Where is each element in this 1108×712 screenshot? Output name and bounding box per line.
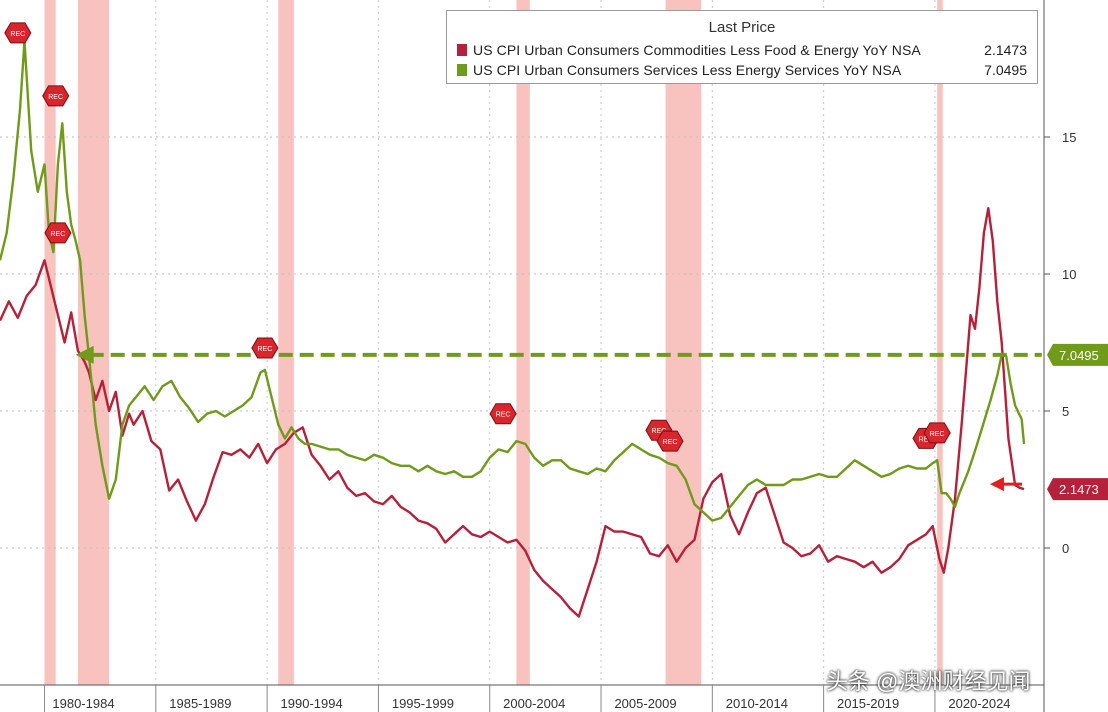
- rec-marker-label: REC: [48, 94, 63, 101]
- series-line-services: [0, 39, 1026, 522]
- rec-marker: [656, 430, 684, 452]
- x-period-label: 2015-2019: [837, 696, 899, 711]
- series-line-commodities: [0, 207, 1025, 618]
- rec-marker: [4, 22, 32, 44]
- x-period-label: 2005-2009: [614, 696, 676, 711]
- x-period-label: 2010-2014: [726, 696, 788, 711]
- y-tick-label: 15: [1062, 130, 1076, 145]
- legend-title: Last Price: [708, 19, 776, 36]
- recession-band: [937, 0, 943, 685]
- rec-marker-label: REC: [10, 31, 25, 38]
- rec-marker-label: REC: [930, 431, 945, 438]
- legend-swatch-commodities: [457, 44, 467, 56]
- rec-marker-label: REC: [496, 412, 511, 419]
- y-tick-label: 0: [1062, 541, 1069, 556]
- x-period-label: 1995-1999: [392, 696, 454, 711]
- y-tick-label: 5: [1062, 404, 1069, 419]
- recession-bands: [44, 0, 943, 685]
- rec-marker: [923, 422, 951, 444]
- recession-band: [278, 0, 294, 685]
- recession-band: [77, 0, 110, 685]
- rec-marker: [42, 85, 70, 107]
- series-lines: [0, 39, 1026, 618]
- x-period-label: 2000-2004: [503, 696, 565, 711]
- rec-marker: [44, 222, 72, 244]
- recession-band: [665, 0, 702, 685]
- legend: Last Price US CPI Urban Consumers Commod…: [446, 10, 1038, 84]
- rec-marker-label: REC: [50, 231, 65, 238]
- last-value-tag: [1047, 478, 1108, 501]
- last-value-label: 7.0495: [1059, 348, 1099, 363]
- y-tick-label: 10: [1062, 267, 1076, 282]
- recession-band: [44, 0, 56, 685]
- legend-label-services: US CPI Urban Consumers Services Less Ene…: [473, 62, 902, 78]
- legend-entry-commodities: US CPI Urban Consumers Commodities Less …: [457, 41, 1027, 59]
- rec-marker: [251, 337, 279, 359]
- last-value-arrowhead: [989, 477, 1004, 492]
- legend-value-services: 7.0495: [984, 62, 1027, 78]
- last-value-label: 2.1473: [1059, 482, 1099, 497]
- x-period-label: 1990-1994: [281, 696, 343, 711]
- rec-marker-label: REC: [919, 436, 934, 443]
- rec-marker-label: REC: [258, 346, 273, 353]
- rec-marker-label: REC: [652, 428, 667, 435]
- watermark: 头条 @澳洲财经见闻: [826, 669, 1031, 694]
- legend-entry-services: US CPI Urban Consumers Services Less Ene…: [457, 61, 1027, 79]
- legend-label-commodities: US CPI Urban Consumers Commodities Less …: [473, 42, 921, 58]
- legend-value-commodities: 2.1473: [984, 42, 1027, 58]
- x-period-label: 1985-1989: [169, 696, 231, 711]
- last-value-tag: [1047, 343, 1108, 366]
- recession-band: [516, 0, 530, 685]
- rec-marker: [489, 403, 517, 425]
- x-period-label: 1980-1984: [52, 696, 114, 711]
- reference-arrowhead: [75, 345, 94, 364]
- rec-marker-label: REC: [663, 439, 678, 446]
- x-period-label: 2020-2024: [948, 696, 1010, 711]
- reference-line-group: [75, 345, 1042, 492]
- legend-swatch-services: [457, 64, 467, 76]
